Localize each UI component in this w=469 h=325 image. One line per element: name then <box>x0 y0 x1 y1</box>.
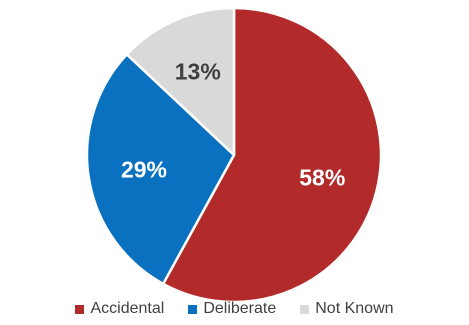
data-label-deliberate: 29% <box>121 156 167 182</box>
legend-item-not-known: Not Known <box>300 300 394 318</box>
pie-slice-deliberate <box>85 53 236 286</box>
data-label-accidental: 58% <box>299 165 345 191</box>
legend-item-accidental: Accidental <box>75 300 164 318</box>
legend-label-not-known: Not Known <box>315 300 394 317</box>
pie-slice-accidental <box>161 6 383 304</box>
legend-swatch-not-known <box>300 304 310 314</box>
legend-swatch-accidental <box>75 304 85 314</box>
pie-slice-not-known <box>125 6 236 157</box>
data-label-not-known: 13% <box>175 58 221 84</box>
legend-item-deliberate: Deliberate <box>188 300 276 318</box>
legend-swatch-deliberate <box>188 304 198 314</box>
legend: Accidental Deliberate Not Known <box>0 298 469 320</box>
legend-label-deliberate: Deliberate <box>203 300 277 317</box>
legend-label-accidental: Accidental <box>90 300 165 317</box>
